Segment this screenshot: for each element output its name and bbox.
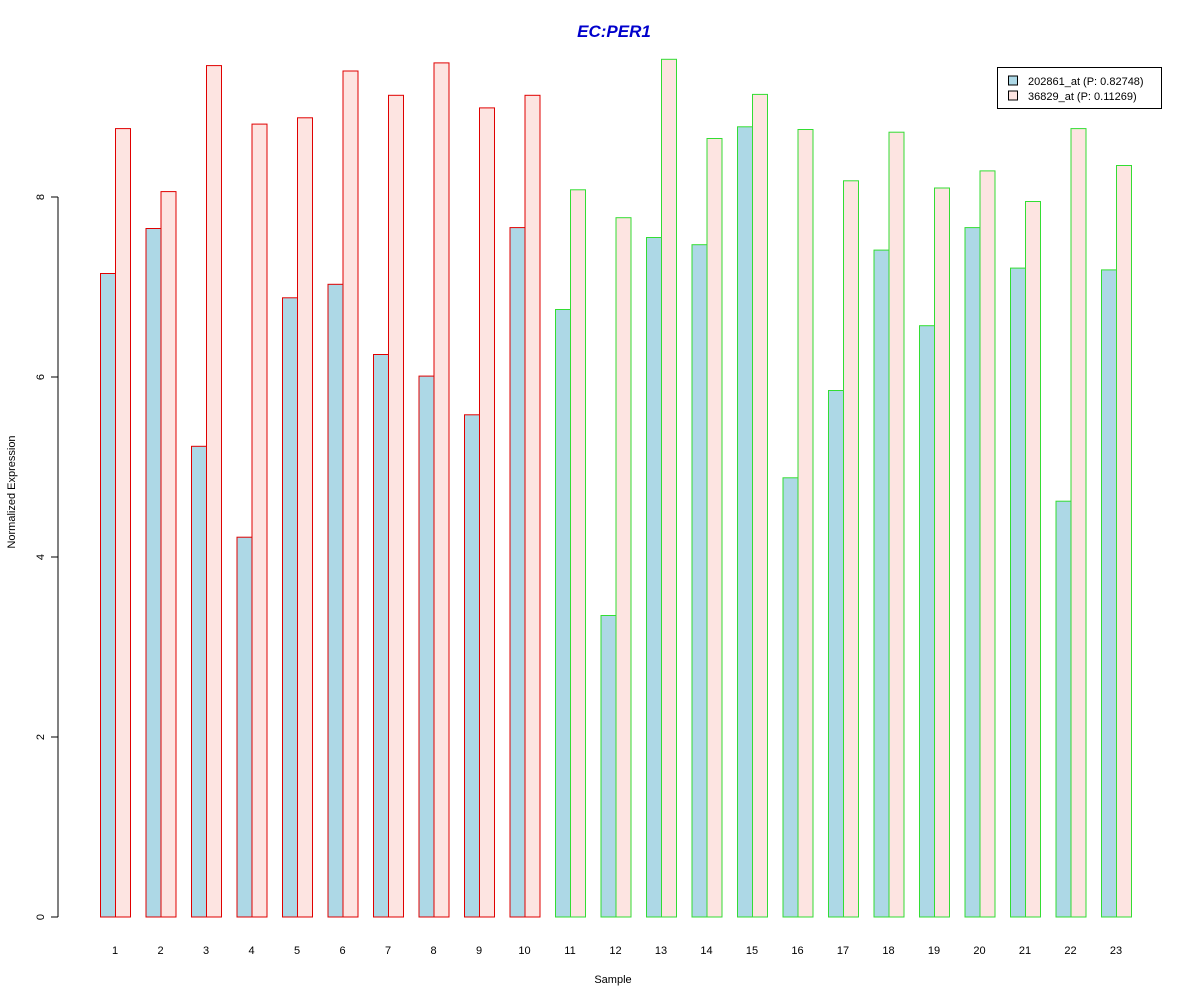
bar-s1-sample-2 (145, 228, 162, 918)
bar-s1-sample-4 (236, 536, 253, 918)
x-tick-label: 21 (1019, 945, 1031, 957)
x-tick-label: 2 (157, 945, 163, 957)
x-tick-label: 4 (248, 945, 254, 957)
x-tick-label: 16 (791, 945, 803, 957)
bar-s2-sample-10 (524, 94, 541, 918)
legend-label: 202861_at (P: 0.82748) (1028, 76, 1144, 88)
bar-s2-sample-12 (615, 217, 632, 918)
bar-s2-sample-14 (706, 138, 723, 918)
x-tick-label: 11 (564, 945, 575, 957)
legend-box (997, 67, 1162, 109)
bar-s2-sample-20 (979, 170, 996, 918)
bar-s2-sample-17 (843, 180, 859, 918)
bar-s1-sample-1 (100, 273, 116, 918)
bar-s1-sample-5 (282, 297, 298, 918)
bar-s1-sample-20 (964, 227, 981, 918)
x-tick-labels: 1 2 3 4 5 6 7 8 9 10 11 12 13 14 15 16 17 18 19 20 21 22 23 (112, 945, 1122, 957)
bar-s2-sample-19 (934, 187, 950, 918)
bar-s1-sample-17 (828, 390, 844, 918)
x-tick-label: 10 (518, 945, 530, 957)
x-tick-label: 23 (1110, 945, 1122, 957)
x-tick-label: 15 (746, 945, 758, 957)
x-tick-label: 18 (882, 945, 894, 957)
bar-s2-sample-2 (160, 191, 177, 918)
bar-s1-sample-18 (873, 249, 890, 918)
bar-s2-sample-23 (1116, 165, 1132, 918)
chart-title: EC:PER1 (577, 22, 651, 41)
bar-s1-sample-10 (509, 227, 526, 918)
y-tick-label: 8 (35, 194, 47, 200)
bar-s1-sample-22 (1055, 500, 1072, 918)
x-tick-label: 17 (837, 945, 849, 957)
legend-swatch (1008, 75, 1018, 86)
bar-s2-sample-13 (661, 58, 677, 918)
y-tick-label: 6 (35, 374, 47, 380)
bar-s2-sample-11 (570, 189, 586, 918)
bar-s2-sample-21 (1025, 201, 1041, 918)
legend-swatch (1008, 90, 1018, 101)
x-tick-label: 5 (294, 945, 300, 957)
bar-s2-sample-4 (251, 123, 268, 918)
y-tick-label: 4 (35, 554, 47, 560)
bar-s1-sample-12 (600, 615, 617, 918)
x-tick-label: 13 (655, 945, 667, 957)
x-tick-label: 3 (203, 945, 209, 957)
bar-s1-sample-13 (646, 237, 662, 918)
bar-s2-sample-7 (388, 94, 404, 918)
x-tick-label: 22 (1064, 945, 1076, 957)
bar-s1-sample-21 (1010, 267, 1026, 918)
bar-s2-sample-8 (433, 62, 450, 918)
bar-s1-sample-19 (919, 325, 935, 918)
bar-s2-sample-1 (115, 128, 131, 918)
x-tick-label: 20 (973, 945, 985, 957)
bar-s2-sample-3 (206, 65, 222, 918)
x-tick-label: 7 (385, 945, 391, 957)
x-axis-label: Sample (594, 974, 631, 986)
y-axis-label: Normalized Expression (6, 435, 18, 548)
bar-s1-sample-14 (691, 244, 708, 918)
bar-s1-sample-23 (1101, 269, 1117, 918)
legend-label: 36829_at (P: 0.11269) (1028, 91, 1137, 103)
bar-s1-sample-8 (418, 375, 435, 918)
x-tick-label: 12 (609, 945, 621, 957)
x-tick-label: 14 (700, 945, 712, 957)
x-tick-label: 6 (339, 945, 345, 957)
bar-s2-sample-22 (1070, 128, 1087, 918)
x-tick-label: 1 (112, 945, 118, 957)
y-axis: 0 2 4 6 8 (35, 194, 59, 920)
bar-s2-sample-15 (752, 93, 768, 918)
bar-s2-sample-18 (888, 131, 905, 918)
bar-s2-sample-16 (797, 129, 814, 918)
bar-s2-sample-5 (297, 117, 313, 918)
bar-s2-sample-6 (342, 70, 359, 918)
bar-s2-sample-9 (479, 107, 495, 918)
bar-s1-sample-7 (373, 354, 389, 918)
bars (100, 58, 1132, 918)
bar-s1-sample-3 (191, 445, 207, 918)
bar-s1-sample-15 (737, 126, 753, 918)
bar-s1-sample-9 (464, 414, 480, 918)
bar-s1-sample-6 (327, 283, 344, 918)
legend: 202861_at (P: 0.82748) 36829_at (P: 0.112… (997, 67, 1162, 109)
bar-s1-sample-16 (782, 477, 799, 918)
y-tick-label: 2 (35, 734, 47, 740)
y-tick-label: 0 (35, 914, 47, 920)
bar-s1-sample-11 (555, 309, 571, 918)
x-tick-label: 8 (430, 945, 436, 957)
x-tick-label: 9 (476, 945, 482, 957)
x-tick-label: 19 (928, 945, 940, 957)
